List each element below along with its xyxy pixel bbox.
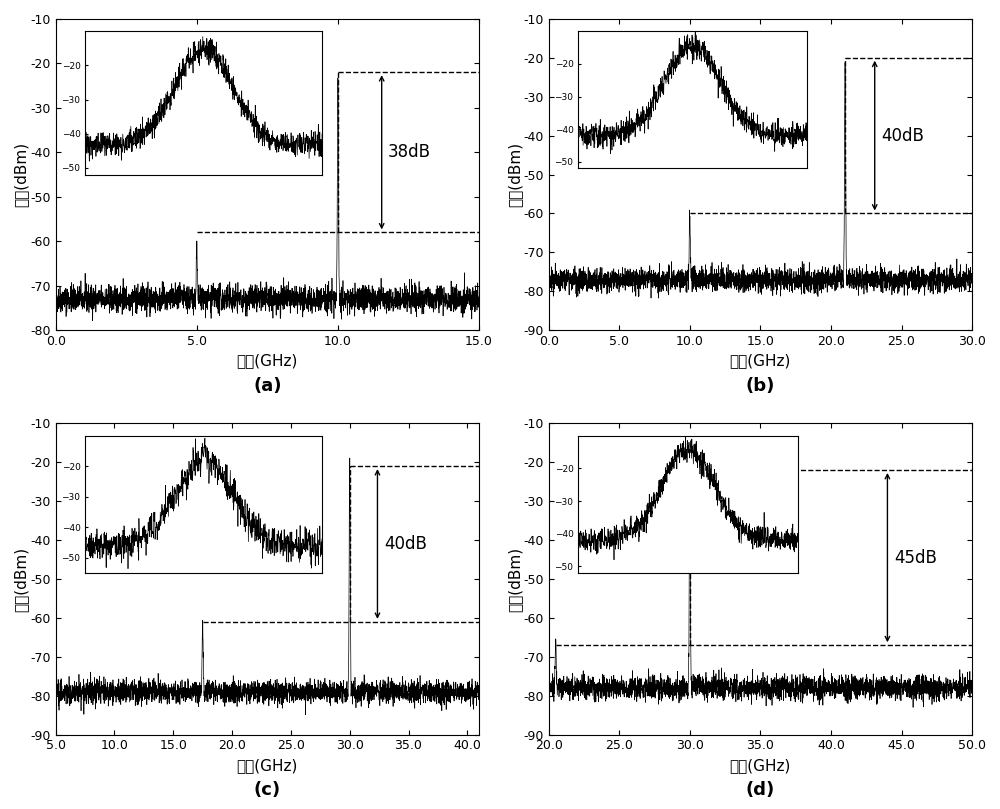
Text: 38dB: 38dB xyxy=(388,143,431,161)
Text: (c): (c) xyxy=(254,781,281,799)
Text: 40dB: 40dB xyxy=(881,126,924,145)
Y-axis label: 功率(dBm): 功率(dBm) xyxy=(14,142,29,207)
Text: (b): (b) xyxy=(746,377,775,395)
Text: 40dB: 40dB xyxy=(384,535,427,553)
X-axis label: 频率(GHz): 频率(GHz) xyxy=(730,354,791,369)
Y-axis label: 功率(dBm): 功率(dBm) xyxy=(14,546,29,612)
X-axis label: 频率(GHz): 频率(GHz) xyxy=(237,354,298,369)
Text: (d): (d) xyxy=(746,781,775,799)
Y-axis label: 功率(dBm): 功率(dBm) xyxy=(507,546,522,612)
Text: (a): (a) xyxy=(253,377,282,395)
X-axis label: 频率(GHz): 频率(GHz) xyxy=(730,758,791,773)
Y-axis label: 功率(dBm): 功率(dBm) xyxy=(507,142,522,207)
X-axis label: 频率(GHz): 频率(GHz) xyxy=(237,758,298,773)
Text: 45dB: 45dB xyxy=(894,549,937,566)
